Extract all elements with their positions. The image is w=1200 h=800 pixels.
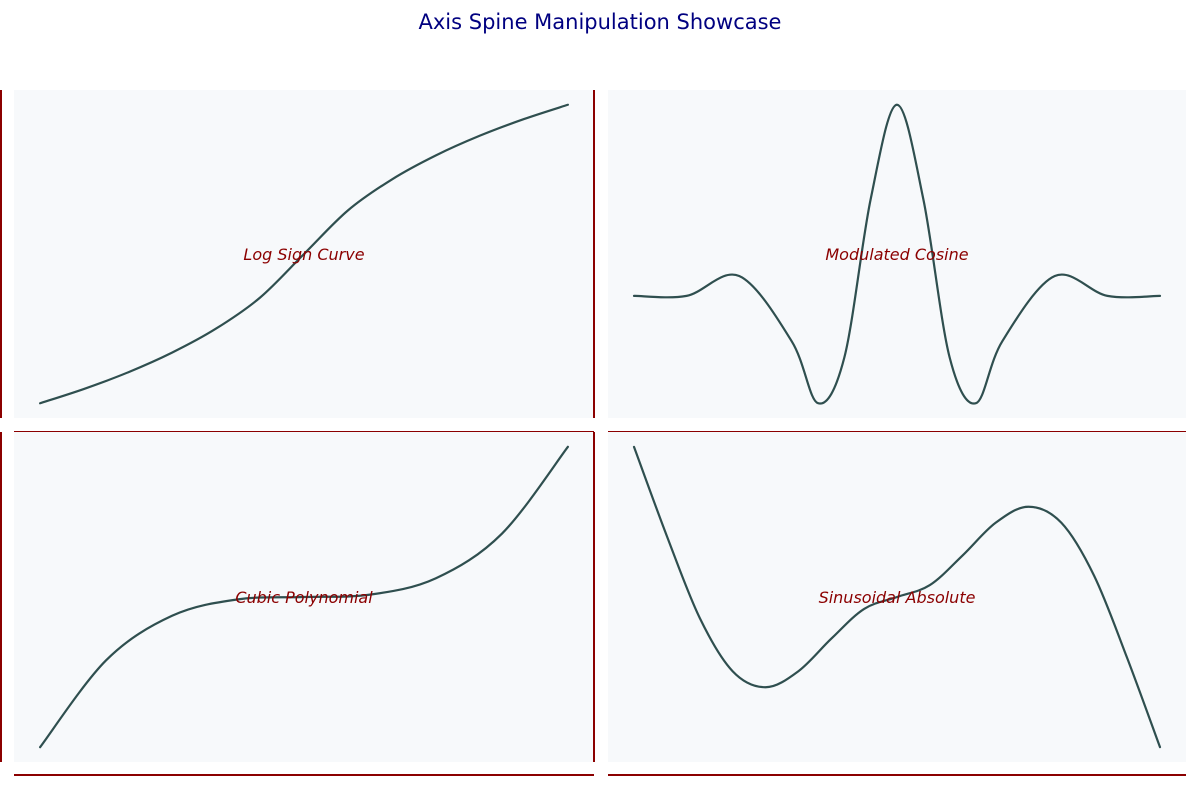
series-line-log-sign: [39, 103, 569, 405]
series-line-cubic-polynomial: [39, 445, 569, 749]
series-line-modulated-cosine: [632, 103, 1162, 405]
annotation-log-sign: Log Sign Curve: [243, 245, 364, 264]
annotation-cubic-polynomial: Cubic Polynomial: [235, 588, 373, 607]
annotation-sinusoidal-absolute: Sinusoidal Absolute: [819, 588, 976, 607]
figure-title: Axis Spine Manipulation Showcase: [418, 10, 782, 34]
series-line-sinusoidal-absolute: [632, 445, 1162, 749]
panel-background-modulated-cosine: [608, 90, 1186, 418]
annotation-modulated-cosine: Modulated Cosine: [825, 245, 968, 264]
